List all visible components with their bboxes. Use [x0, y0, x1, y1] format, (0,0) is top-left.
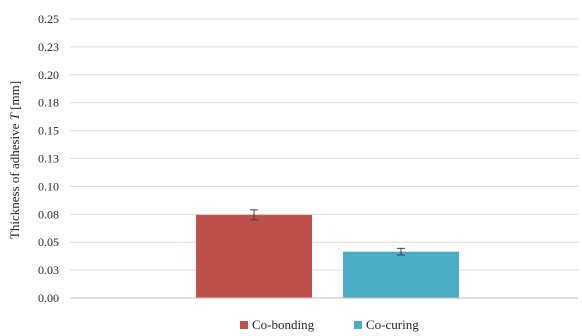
legend: Co-bonding Co-curing [240, 317, 419, 332]
y-axis-label: Thickness of adhesive T [mm] [7, 81, 22, 239]
y-tick-labels: 0.00 0.03 0.05 0.08 0.10 0.13 0.15 0.18 0.20 0.23… [38, 12, 59, 305]
y-tick-label: 0.00 [38, 291, 59, 305]
bar-co-bonding [196, 214, 312, 298]
y-tick-label: 0.20 [38, 68, 59, 82]
y-axis-label-symbol: T [7, 112, 22, 120]
y-axis-label-prefix: Thickness of adhesive [7, 120, 22, 239]
bars [196, 209, 459, 298]
legend-swatch [354, 321, 362, 329]
y-tick-label: 0.25 [38, 12, 59, 26]
y-tick-label: 0.05 [38, 235, 59, 249]
y-tick-label: 0.08 [38, 207, 59, 221]
y-tick-label: 0.15 [38, 124, 59, 138]
gridlines [70, 18, 578, 271]
legend-swatch [240, 321, 248, 329]
y-tick-label: 0.10 [38, 179, 59, 193]
error-bar [397, 247, 405, 256]
error-bar [250, 209, 258, 221]
legend-label: Co-bonding [252, 317, 315, 332]
y-tick-label: 0.18 [38, 96, 59, 110]
legend-item: Co-bonding [240, 317, 315, 332]
legend-label: Co-curing [366, 317, 419, 332]
legend-item: Co-curing [354, 317, 419, 332]
y-axis-label-suffix: [mm] [7, 81, 22, 113]
y-tick-label: 0.13 [38, 152, 59, 166]
y-tick-label: 0.03 [38, 263, 59, 277]
y-tick-label: 0.23 [38, 40, 59, 54]
bar-co-curing [343, 251, 459, 298]
